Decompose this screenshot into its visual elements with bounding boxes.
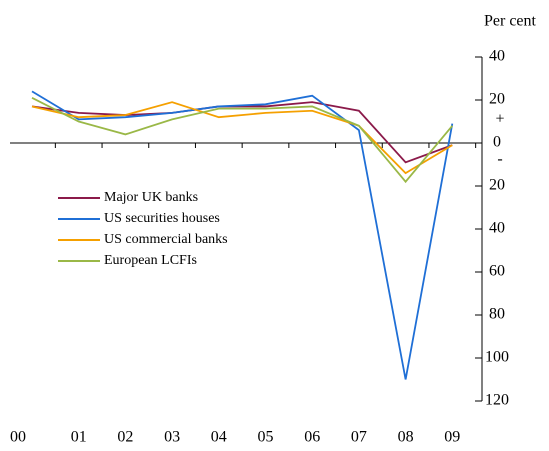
x-tick-label: 01	[71, 429, 87, 446]
x-tick-label: 09	[444, 429, 460, 446]
x-tick-label: 03	[164, 429, 180, 446]
y-tick-label: 0	[493, 134, 501, 151]
legend-label: US securities houses	[104, 211, 220, 226]
y-tick-label: 100	[485, 349, 509, 366]
annotation: +	[495, 111, 504, 128]
legend-label: US commercial banks	[104, 232, 228, 247]
x-tick-label: 05	[258, 429, 274, 446]
x-tick-label: 00	[10, 429, 26, 446]
y-tick-label: 60	[489, 263, 505, 280]
x-tick-label: 08	[398, 429, 414, 446]
series-line	[31, 101, 453, 175]
x-tick-label: 04	[211, 429, 227, 446]
x-tick-label: 07	[351, 429, 367, 446]
series-line	[31, 90, 454, 380]
x-tick-label: 02	[117, 429, 133, 446]
y-tick-label: 120	[485, 392, 509, 409]
y-tick-label: 40	[489, 220, 505, 237]
annotation: -	[497, 151, 502, 168]
series-line	[31, 101, 453, 164]
y-axis-label: Per cent	[484, 13, 537, 30]
legend-label: European LCFIs	[104, 253, 197, 268]
y-tick-label: 20	[489, 177, 505, 194]
legend-label: Major UK banks	[104, 190, 198, 205]
x-tick-label: 06	[304, 429, 320, 446]
y-tick-label: 40	[489, 48, 505, 65]
y-tick-label: 20	[489, 91, 505, 108]
series-line	[31, 97, 453, 184]
y-tick-label: 80	[489, 306, 505, 323]
